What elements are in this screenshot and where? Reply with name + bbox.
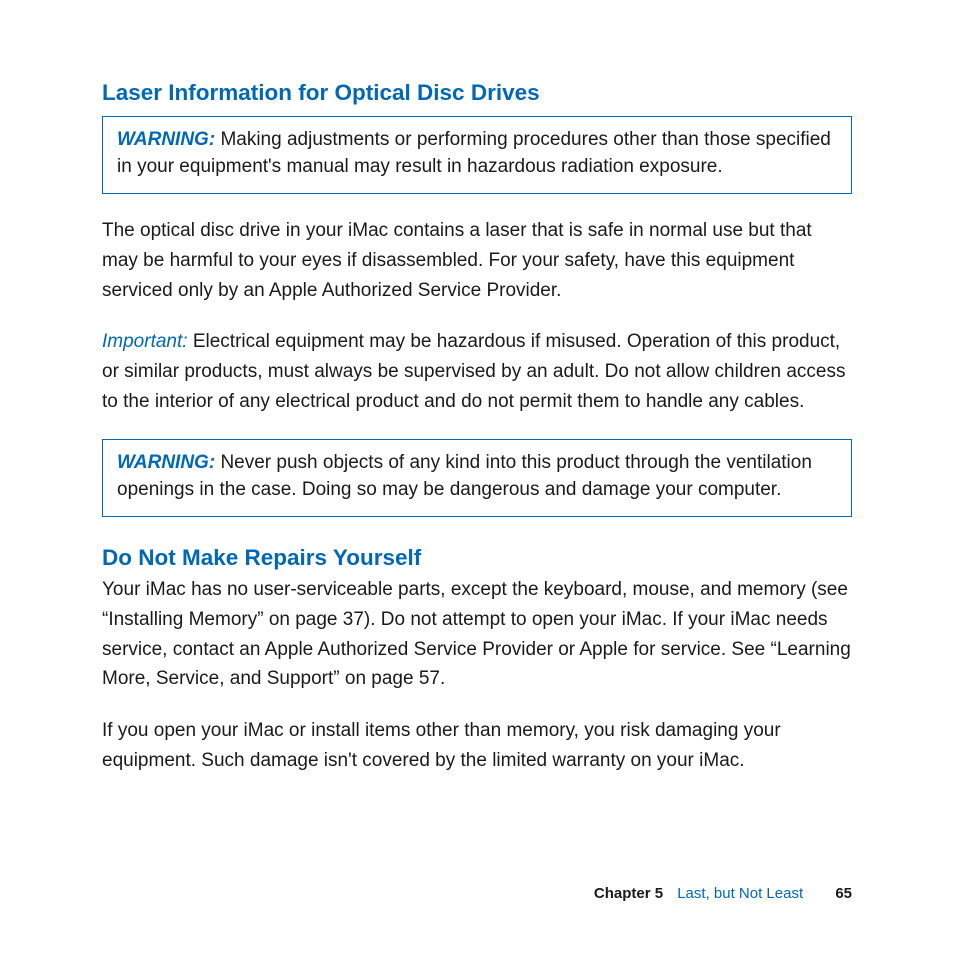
paragraph-laser: The optical disc drive in your iMac cont… bbox=[102, 216, 852, 305]
paragraph-repairs-2: If you open your iMac or install items o… bbox=[102, 716, 852, 776]
document-page: Laser Information for Optical Disc Drive… bbox=[0, 0, 954, 776]
warning-box-2: WARNING:Never push objects of any kind i… bbox=[102, 439, 852, 517]
heading-laser-info: Laser Information for Optical Disc Drive… bbox=[102, 80, 852, 106]
chapter-title: Last, but Not Least bbox=[677, 885, 803, 902]
page-number: 65 bbox=[835, 885, 852, 902]
warning-label: WARNING: bbox=[117, 129, 220, 150]
important-text: Electrical equipment may be hazardous if… bbox=[102, 331, 845, 412]
warning-text: Making adjustments or performing procedu… bbox=[117, 129, 831, 177]
warning-label: WARNING: bbox=[117, 452, 220, 473]
important-label: Important: bbox=[102, 331, 193, 352]
warning-text: Never push objects of any kind into this… bbox=[117, 452, 812, 500]
warning-box-1: WARNING:Making adjustments or performing… bbox=[102, 116, 852, 194]
paragraph-important: Important:Electrical equipment may be ha… bbox=[102, 327, 852, 416]
heading-no-repairs: Do Not Make Repairs Yourself bbox=[102, 545, 852, 571]
chapter-number: Chapter 5 bbox=[594, 885, 663, 902]
paragraph-repairs-1: Your iMac has no user-serviceable parts,… bbox=[102, 575, 852, 694]
page-footer: Chapter 5 Last, but Not Least 65 bbox=[594, 885, 852, 902]
